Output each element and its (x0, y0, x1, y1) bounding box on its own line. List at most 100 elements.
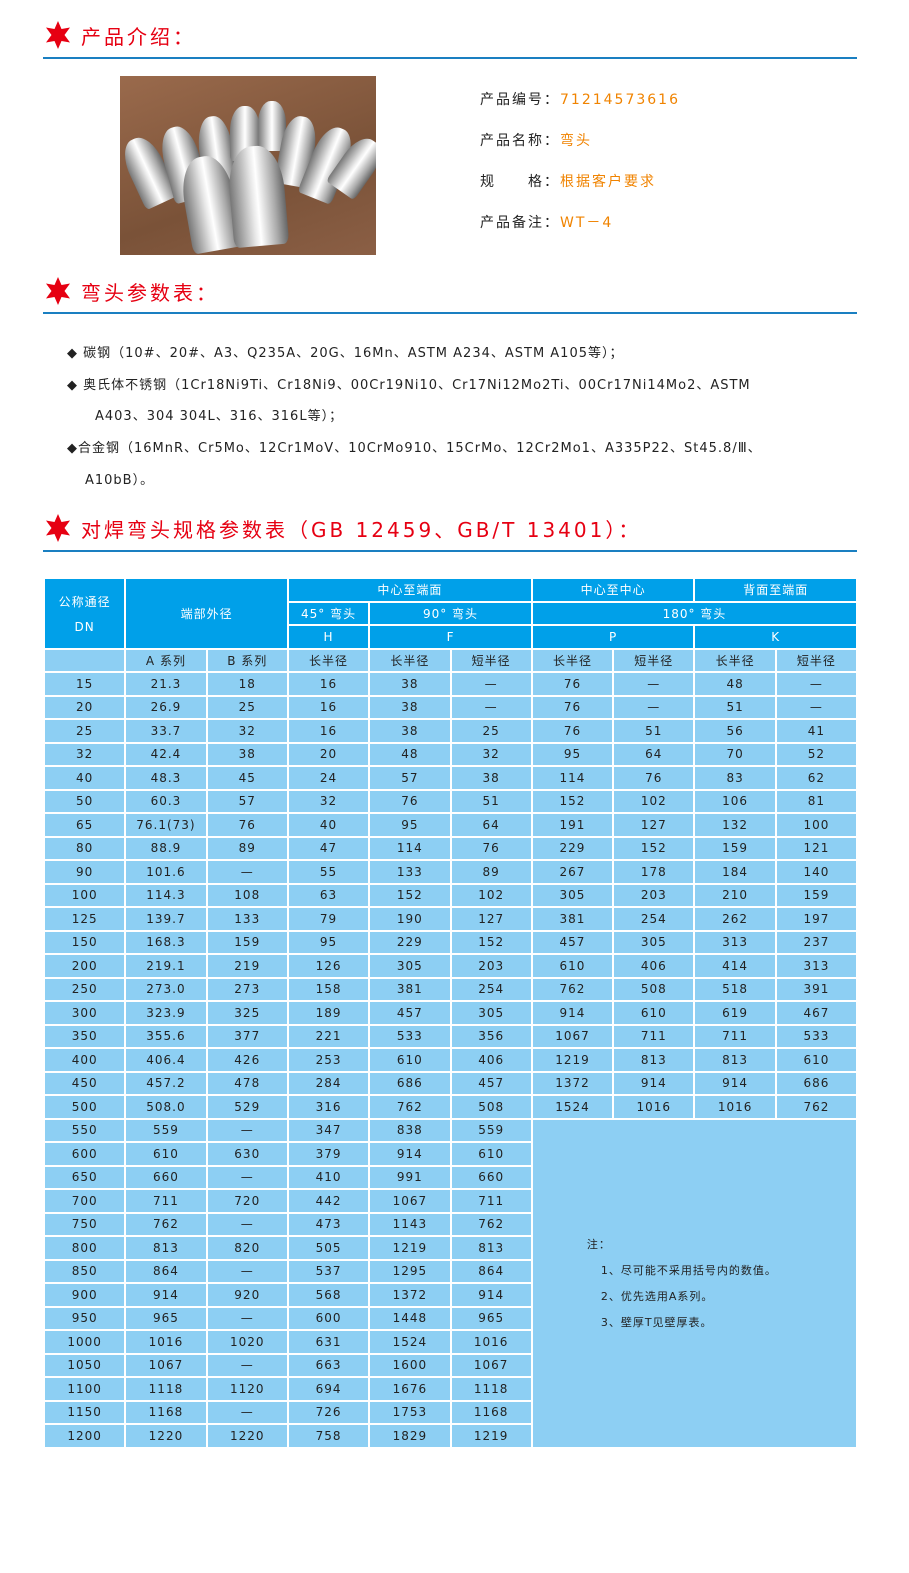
table-cell: 95 (530, 741, 615, 767)
material-alloy: ◆合金钢（16MnR、Cr5Mo、12Cr1MoV、10CrMo910、15Cr… (67, 441, 762, 456)
table-cell: 102 (449, 882, 533, 908)
product-image (120, 76, 376, 255)
table-cell: 711 (449, 1188, 533, 1214)
table-cell: 478 (205, 1070, 289, 1096)
table-cell: 38 (368, 718, 452, 744)
table-cell: 663 (286, 1352, 371, 1378)
table-cell: 229 (530, 835, 615, 861)
table-cell: 100 (42, 882, 127, 908)
table-cell: 619 (693, 1000, 777, 1026)
table-cell: 758 (286, 1423, 371, 1449)
table-cell: 505 (286, 1235, 371, 1261)
section-title-params: 弯头参数表： (43, 276, 219, 306)
table-cell: 38 (368, 671, 452, 697)
table-cell: 631 (286, 1329, 371, 1355)
table-cell: 325 (205, 1000, 289, 1026)
header-45-elbow: 45° 弯头 (286, 600, 371, 626)
table-cell: 184 (693, 859, 777, 885)
table-cell: 1016 (449, 1329, 533, 1355)
table-cell: 473 (286, 1211, 371, 1237)
table-cell: 1000 (42, 1329, 127, 1355)
notes-title: 注： (586, 1238, 611, 1251)
table-cell: 203 (612, 882, 696, 908)
table-cell: 1829 (368, 1423, 452, 1449)
header-180-elbow: 180° 弯头 (530, 600, 859, 626)
table-cell: 108 (205, 882, 289, 908)
table-cell: 76 (449, 835, 533, 861)
table-cell: 711 (124, 1188, 208, 1214)
table-cell: 64 (449, 812, 533, 838)
table-cell: 508 (449, 1094, 533, 1120)
table-row: 900 914 920 568 1372 914 (42, 1282, 857, 1308)
table-cell: 25 (449, 718, 533, 744)
table-cell: 1220 (205, 1423, 289, 1449)
table-cell: 88.9 (124, 835, 208, 861)
table-cell: — (205, 1211, 289, 1237)
table-cell: 76 (612, 765, 696, 791)
section-title-text: 弯头参数表： (81, 280, 219, 305)
table-cell: 457 (368, 1000, 452, 1026)
table-cell: 850 (42, 1258, 127, 1284)
table-cell: 15 (42, 671, 127, 697)
table-cell: 55 (286, 859, 371, 885)
table-cell: 323.9 (124, 1000, 208, 1026)
table-cell: 219 (205, 953, 289, 979)
header-center-to-end: 中心至端面 (286, 577, 533, 603)
table-cell: 1150 (42, 1399, 127, 1425)
table-cell: 1524 (530, 1094, 615, 1120)
table-cell: 610 (530, 953, 615, 979)
subheader-cell: 长半径 (368, 647, 452, 673)
table-cell: — (205, 1258, 289, 1284)
table-cell: 150 (42, 929, 127, 955)
table-cell: 152 (612, 835, 696, 861)
table-cell: 25 (42, 718, 127, 744)
table-cell: 114 (530, 765, 615, 791)
note-item: 1、尽可能不采用括号内的数值。 (600, 1264, 777, 1277)
table-cell: 864 (124, 1258, 208, 1284)
table-cell: 313 (774, 953, 859, 979)
table-cell: 991 (368, 1164, 452, 1190)
note-item: 3、壁厚T见壁厚表。 (600, 1316, 713, 1329)
table-cell: 139.7 (124, 906, 208, 932)
table-cell: 1524 (368, 1329, 452, 1355)
table-cell: 813 (449, 1235, 533, 1261)
table-cell: 133 (368, 859, 452, 885)
table-cell: 414 (693, 953, 777, 979)
field-product-name: 产品名称：弯头 (480, 133, 592, 149)
table-row: 25 33.7 32 16 38 25 76 51 56 41 (42, 718, 859, 744)
table-cell: 189 (286, 1000, 371, 1026)
table-cell: 159 (693, 835, 777, 861)
material-stainless: ◆ 奥氏体不锈钢（1Cr18Ni9Ti、Cr18Ni9、00Cr19Ni10、C… (67, 378, 751, 393)
table-cell: 762 (124, 1211, 208, 1237)
table-row: 850 864—537 1295 864 (42, 1258, 857, 1284)
table-row: 200 219.1 219 126 305 203 610 406 414 313 (42, 953, 859, 979)
table-cell: 1600 (368, 1352, 452, 1378)
table-cell: 32 (205, 718, 289, 744)
table-cell: 762 (368, 1094, 452, 1120)
table-cell: 762 (530, 976, 615, 1002)
table-cell: — (205, 1164, 289, 1190)
table-cell: 83 (693, 765, 777, 791)
table-cell: 114 (368, 835, 452, 861)
table-cell: 1016 (693, 1094, 777, 1120)
table-cell: 38 (205, 741, 289, 767)
table-cell: 16 (286, 694, 371, 720)
table-cell: 81 (774, 788, 859, 814)
table-cell: — (774, 671, 859, 697)
table-cell: 1220 (124, 1423, 208, 1449)
table-cell: 1219 (368, 1235, 452, 1261)
table-cell: 305 (530, 882, 615, 908)
table-cell: 1067 (449, 1352, 533, 1378)
table-row: 600 610 630 379 914 610 (42, 1141, 857, 1167)
table-cell: 914 (693, 1070, 777, 1096)
table-cell: 1168 (449, 1399, 533, 1425)
table-cell: 210 (693, 882, 777, 908)
table-cell: 965 (449, 1305, 533, 1331)
table-cell: 533 (368, 1023, 452, 1049)
table-row: 250 273.0 273 158 381 254 762 508 518 391 (42, 976, 859, 1002)
table-cell: 125 (42, 906, 127, 932)
table-cell: 305 (612, 929, 696, 955)
table-cell: 316 (286, 1094, 371, 1120)
table-cell: 25 (205, 694, 289, 720)
table-cell: 284 (286, 1070, 371, 1096)
